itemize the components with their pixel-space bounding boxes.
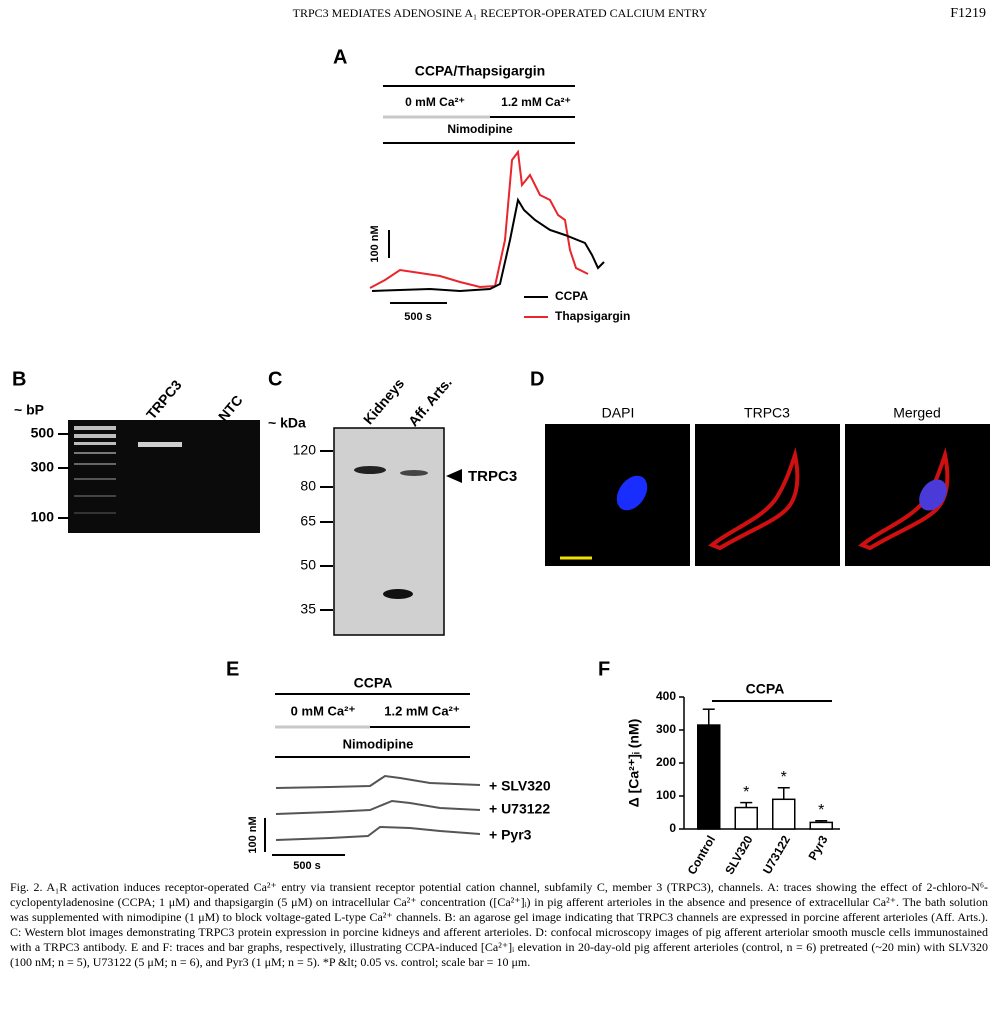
nucleus: [616, 475, 648, 511]
bar: [697, 724, 721, 830]
trace-label: + SLV320: [489, 778, 551, 794]
panel-label: C: [268, 368, 282, 390]
y-tick-label: 0: [669, 821, 676, 835]
treatment: CCPA/Thapsigargin: [415, 63, 545, 79]
band: [354, 466, 386, 474]
band: [400, 470, 428, 476]
gel-image: [68, 420, 260, 533]
marker-label: 35: [300, 601, 316, 617]
blot-image: [333, 427, 445, 636]
panel-a: A CCPA/Thapsigargin 0 mM Ca²⁺ 1.2 mM Ca²…: [333, 46, 630, 323]
panel-label: D: [530, 368, 544, 390]
x-tick-label: Control: [685, 833, 718, 875]
panel-e: E CCPA 0 mM Ca²⁺ 1.2 mM Ca²⁺ Nimodipine …: [226, 658, 551, 872]
bar: [734, 806, 758, 830]
condition: 0 mM Ca²⁺: [291, 703, 356, 718]
lane-label: TRPC3: [143, 377, 185, 423]
scale-label: 500 s: [293, 860, 321, 872]
significance-mark: *: [743, 784, 749, 801]
treatment: CCPA: [354, 675, 393, 691]
legend-label: CCPA: [555, 289, 588, 303]
image-label: DAPI: [602, 405, 635, 421]
x-tick-label: SLV320: [722, 833, 756, 875]
ticks: [320, 450, 333, 611]
lane-label: Aff. Arts.: [405, 374, 455, 429]
bar: [809, 821, 833, 830]
y-tick-label: 100: [656, 788, 676, 802]
panel-label: B: [12, 368, 26, 390]
significance-mark: *: [818, 802, 824, 819]
trace: [275, 825, 481, 841]
x-tick-label: U73122: [760, 833, 793, 875]
bath: Nimodipine: [447, 122, 513, 136]
caption: Fig. 2. A₁R activation induces receptor-…: [10, 880, 988, 969]
trace-ccpa: [371, 197, 605, 293]
scale-label: 100 nM: [247, 816, 259, 853]
bath: Nimodipine: [343, 736, 414, 751]
trace-label: + Pyr3: [489, 827, 532, 843]
lane-label: NTC: [215, 392, 246, 424]
panel-label: F: [598, 658, 610, 680]
marker-label: 65: [300, 513, 316, 529]
image: [845, 424, 990, 566]
image-label: TRPC3: [744, 405, 790, 421]
x-tick-label: Pyr3: [805, 833, 830, 863]
significance-mark: *: [781, 769, 787, 786]
image: [695, 424, 840, 566]
band-label: TRPC3: [468, 468, 517, 485]
trace: [275, 774, 481, 789]
condition: 1.2 mM Ca²⁺: [501, 95, 571, 109]
figure: TRPC3 MEDIATES ADENOSINE A₁ RECEPTOR-OPE…: [12, 6, 990, 875]
ladder: [74, 426, 116, 514]
marker-label: 100: [31, 509, 55, 525]
legend-label: Thapsigargin: [555, 309, 630, 323]
nucleus: [919, 479, 947, 511]
panel-label: A: [333, 46, 347, 68]
trace: [275, 799, 481, 815]
condition: 0 mM Ca²⁺: [405, 95, 465, 109]
panel-c: C ~ kDa 120 80 65 50 35 Kidneys Aff. Art…: [268, 368, 517, 636]
trace-thapsigargin: [369, 149, 589, 289]
cell: [858, 447, 950, 551]
marker-label: 300: [31, 459, 55, 475]
page-number: F1219: [950, 6, 986, 21]
unit: ~ kDa: [268, 415, 306, 431]
marker-label: 500: [31, 425, 55, 441]
trace-label: + U73122: [489, 801, 550, 817]
condition: 1.2 mM Ca²⁺: [384, 703, 460, 718]
scale-label: 100 nM: [369, 225, 381, 262]
cell: [708, 447, 800, 551]
marker-label: 50: [300, 557, 316, 573]
y-axis-label: Δ [Ca²⁺]ᵢ (nM): [626, 719, 642, 808]
y-tick-label: 400: [656, 689, 676, 703]
band: [383, 589, 413, 599]
annotation: CCPA: [746, 681, 785, 697]
arrow: [446, 469, 462, 483]
band: [138, 442, 182, 447]
panel-label: E: [226, 658, 239, 680]
panel-b: B ~ bP 500 300 100 TRPC3 NTC: [12, 368, 260, 533]
panel-d: D DAPI TRPC3 Merged: [530, 368, 990, 566]
scale-label: 500 s: [404, 311, 432, 323]
running-title: TRPC3 MEDIATES ADENOSINE A₁ RECEPTOR-OPE…: [293, 6, 708, 20]
unit: ~ bP: [14, 402, 44, 418]
image-label: Merged: [893, 405, 940, 421]
marker-label: 80: [300, 478, 316, 494]
marker-label: 120: [293, 442, 317, 458]
y-tick-label: 300: [656, 722, 676, 736]
y-tick-label: 200: [656, 755, 676, 769]
lane-label: Kidneys: [360, 375, 407, 427]
panel-f: F Δ [Ca²⁺]ᵢ (nM) CCPA 0 100 200 300 400 Contr…: [598, 658, 840, 875]
bar: [772, 798, 796, 830]
